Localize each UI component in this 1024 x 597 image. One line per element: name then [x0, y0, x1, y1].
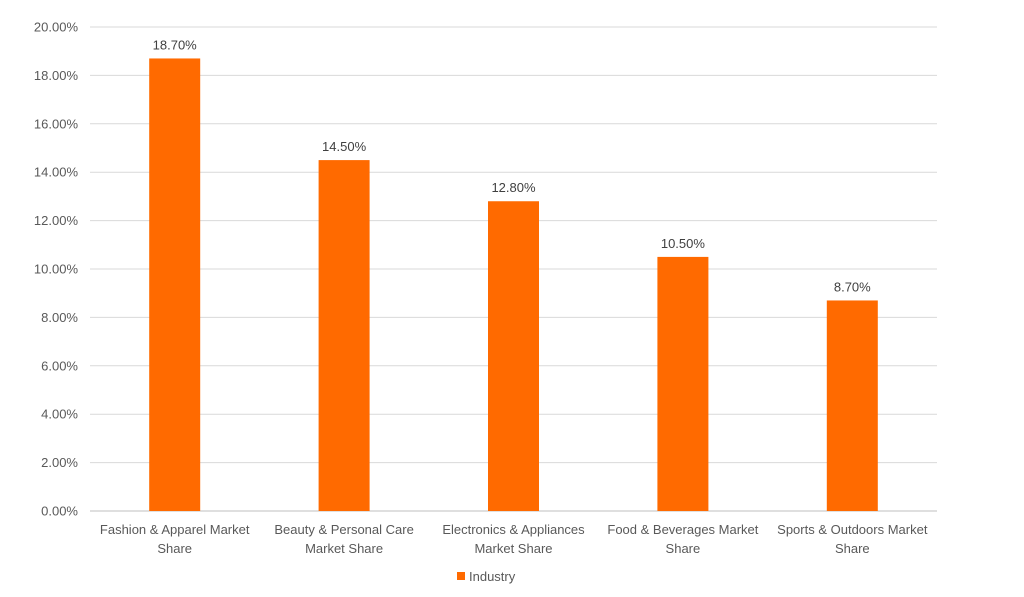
- y-tick-label: 18.00%: [34, 68, 79, 83]
- y-tick-label: 10.00%: [34, 262, 79, 277]
- x-category-label: Beauty & Personal Care Market Share: [274, 522, 413, 556]
- y-tick-label: 20.00%: [34, 20, 79, 35]
- y-tick-label: 2.00%: [41, 455, 78, 470]
- data-label: 18.70%: [153, 37, 198, 52]
- x-category-label: Electronics & Appliances Market Share: [442, 522, 585, 556]
- y-tick-label: 0.00%: [41, 504, 78, 519]
- bars: [149, 58, 878, 512]
- x-category-label: Food & Beverages Market Share: [607, 522, 758, 556]
- legend: Industry: [457, 569, 516, 584]
- x-category-label: Sports & Outdoors Market Share: [777, 522, 928, 556]
- y-tick-label: 16.00%: [34, 116, 79, 131]
- y-tick-label: 4.00%: [41, 407, 78, 422]
- data-label: 8.70%: [834, 279, 871, 294]
- y-axis-tick-labels: 0.00% 2.00% 4.00% 6.00% 8.00% 10.00% 12.00% 14.…: [34, 20, 79, 519]
- y-tick-label: 14.00%: [34, 165, 79, 180]
- data-label: 10.50%: [661, 236, 706, 251]
- y-tick-label: 8.00%: [41, 310, 78, 325]
- x-category-label: Fashion & Apparel Market Share: [100, 522, 250, 556]
- legend-swatch-industry: [457, 572, 465, 580]
- data-labels: 18.70% 14.50% 12.80% 10.50% 8.70%: [153, 37, 872, 294]
- y-tick-label: 6.00%: [41, 358, 78, 373]
- y-tick-label: 12.00%: [34, 213, 79, 228]
- data-label: 12.80%: [491, 180, 536, 195]
- x-axis-category-labels: Fashion & Apparel Market Share Beauty & Pe…: [100, 522, 928, 556]
- bar: [657, 256, 709, 511]
- bar: [149, 58, 201, 512]
- data-label: 14.50%: [322, 139, 367, 154]
- bar: [488, 201, 539, 512]
- bar: [826, 300, 878, 511]
- bar: [318, 160, 370, 511]
- legend-label-industry: Industry: [469, 569, 516, 584]
